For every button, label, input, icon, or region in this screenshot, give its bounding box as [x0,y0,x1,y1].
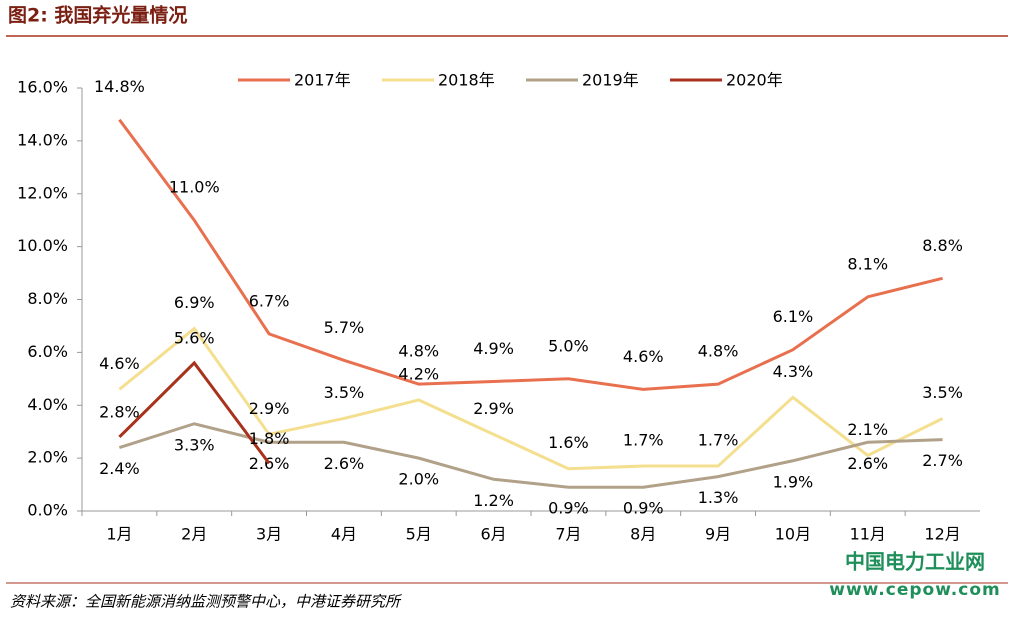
legend-label: 2019年 [582,71,639,90]
data-label: 3.3% [174,435,215,454]
x-tick-label: 5月 [406,525,432,544]
legend-label: 2017年 [294,71,351,90]
x-tick-label: 1月 [106,525,132,544]
y-tick-label: 10.0% [17,236,68,255]
data-label: 1.3% [698,488,739,507]
legend-label: 2018年 [438,71,495,90]
series-line [118,118,943,391]
x-tick-label: 10月 [775,525,811,544]
y-tick-label: 2.0% [27,448,68,467]
data-label: 1.6% [548,433,589,452]
legend-label: 2020年 [726,71,783,90]
y-tick-label: 16.0% [17,78,68,97]
y-tick-label: 8.0% [27,289,68,308]
watermark-url: www.cepow.com [829,580,1001,600]
data-label: 2.1% [847,420,888,439]
data-label: 1.9% [773,472,814,491]
data-label: 4.6% [623,347,664,366]
x-tick-label: 7月 [555,525,581,544]
x-tick-label: 3月 [256,525,282,544]
x-tick-label: 8月 [630,525,656,544]
x-tick-label: 4月 [331,525,357,544]
data-label: 5.6% [174,328,215,347]
data-label: 6.7% [249,291,290,310]
data-label: 5.7% [324,318,365,337]
y-tick-label: 4.0% [27,395,68,414]
series-line [118,360,271,465]
data-label: 6.1% [773,307,814,326]
data-label: 2.9% [249,399,290,418]
y-tick-label: 12.0% [17,183,68,202]
source: 资料来源：全国新能源消纳监测预警中心，中港证券研究所 [10,593,402,611]
data-label: 2.4% [99,459,140,478]
y-tick-label: 14.0% [17,130,68,149]
data-label: 2.6% [847,454,888,473]
chart-title: 图2: 我国弃光量情况 [8,4,187,27]
data-label: 1.2% [473,491,514,510]
data-label: 8.8% [922,236,963,255]
data-label: 2.8% [99,402,140,421]
data-label: 5.0% [548,336,589,355]
x-tick-label: 9月 [705,525,731,544]
data-label: 6.9% [174,293,215,312]
data-label: 4.3% [773,362,814,381]
data-label: 0.9% [623,499,664,518]
data-label: 3.5% [922,383,963,402]
series-line [118,326,944,471]
data-label: 4.2% [398,364,439,383]
data-label: 2.9% [473,399,514,418]
series-line [118,422,943,489]
data-label: 4.6% [99,354,140,373]
x-tick-label: 12月 [924,525,960,544]
data-label: 2.0% [398,470,439,489]
x-tick-label: 2月 [181,525,207,544]
data-label: 1.7% [698,431,739,450]
data-label: 4.8% [698,342,739,361]
data-label: 3.5% [324,383,365,402]
y-tick-label: 0.0% [27,501,68,520]
data-label: 14.8% [94,77,145,96]
y-tick-label: 6.0% [27,342,68,361]
data-label: 4.8% [398,342,439,361]
watermark: 中国电力工业网 [845,550,985,574]
data-label: 11.0% [169,178,220,197]
data-label: 4.9% [473,339,514,358]
data-label: 8.1% [847,254,888,273]
data-label: 0.9% [548,499,589,518]
x-tick-label: 11月 [850,525,886,544]
data-label: 2.6% [324,454,365,473]
data-label: 1.8% [249,429,290,448]
data-label: 1.7% [623,431,664,450]
x-tick-label: 6月 [480,525,506,544]
data-label: 2.7% [922,451,963,470]
